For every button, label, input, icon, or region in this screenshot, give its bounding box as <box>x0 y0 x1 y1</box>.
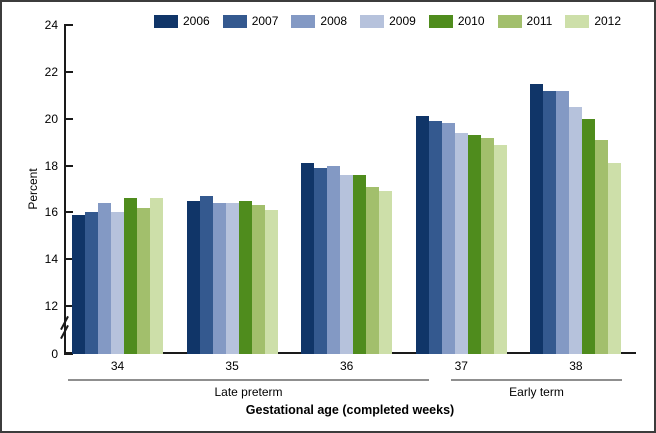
bar-2009-week-36 <box>340 174 354 354</box>
bar-2006-week-34 <box>72 214 85 354</box>
bar-2009-week-35 <box>225 203 239 354</box>
y-tick-label: 16 <box>44 205 58 220</box>
y-tick-label: 22 <box>44 65 58 79</box>
bar-2006-week-38 <box>530 83 544 354</box>
y-tick-mark <box>64 353 73 355</box>
x-axis-title: Gestational age (completed weeks) <box>245 403 455 417</box>
legend-label: 2012 <box>594 14 622 28</box>
x-tick-label-34: 34 <box>110 359 125 373</box>
y-tick-label: 14 <box>44 252 58 267</box>
bar-2012-week-34 <box>150 198 163 354</box>
bar-2011-week-36 <box>366 186 380 354</box>
bar-2011-week-37 <box>480 137 494 354</box>
bar-2011-week-35 <box>251 205 265 354</box>
legend-label: 2010 <box>457 14 485 28</box>
legend-swatch-icon <box>497 14 522 28</box>
bar-2010-week-38 <box>582 118 596 354</box>
y-tick-mark <box>64 211 73 214</box>
bar-2007-week-36 <box>314 167 328 354</box>
group-rule <box>451 379 622 381</box>
y-tick-mark <box>64 24 73 27</box>
x-tick-label-38: 38 <box>569 359 583 373</box>
x-tick-label-35: 35 <box>225 359 239 373</box>
legend-label: 2011 <box>526 14 553 28</box>
legend-item: 2007 <box>222 14 279 28</box>
bar-2011-week-38 <box>595 139 609 354</box>
bar-2007-week-37 <box>428 121 442 354</box>
group-label: Early term <box>509 385 564 399</box>
bar-2008-week-34 <box>98 203 111 354</box>
legend-swatch-icon <box>222 14 247 28</box>
bar-2010-week-37 <box>467 135 481 354</box>
bar-2007-week-35 <box>199 196 213 354</box>
bar-2012-week-36 <box>379 191 393 354</box>
bar-2010-week-36 <box>353 174 367 354</box>
bar-2007-week-34 <box>85 212 98 354</box>
y-axis-title: Percent <box>26 168 40 210</box>
bar-2012-week-35 <box>264 210 278 354</box>
bar-2009-week-38 <box>569 107 583 354</box>
bar-2012-week-38 <box>608 163 622 354</box>
y-tick-label: 0 <box>51 347 58 361</box>
legend-label: 2008 <box>320 14 348 28</box>
legend-swatch-icon <box>428 14 453 28</box>
bar-2006-week-35 <box>186 200 200 354</box>
bar-2008-week-38 <box>556 90 570 354</box>
y-tick-mark <box>64 305 73 307</box>
bar-2009-week-34 <box>111 212 124 354</box>
legend-swatch-icon <box>360 14 385 28</box>
y-tick-mark <box>64 71 73 73</box>
bar-2008-week-37 <box>441 123 455 354</box>
bar-2006-week-36 <box>301 163 315 354</box>
bar-2008-week-35 <box>212 203 226 354</box>
bar-2012-week-37 <box>493 144 507 354</box>
legend-label: 2009 <box>389 14 416 28</box>
bar-2007-week-38 <box>543 90 557 354</box>
legend-item: 2010 <box>428 14 485 28</box>
y-tick-label: 24 <box>44 18 58 33</box>
bar-2011-week-34 <box>137 207 150 354</box>
y-tick-mark <box>64 258 73 261</box>
legend-item: 2006 <box>154 14 210 28</box>
x-tick-label-37: 37 <box>454 359 468 373</box>
legend-item: 2008 <box>291 14 347 28</box>
legend-swatch-icon <box>154 14 178 28</box>
bar-2010-week-34 <box>124 198 137 354</box>
group-label: Late preterm <box>214 385 283 399</box>
y-tick-mark <box>64 164 73 167</box>
y-tick-label: 20 <box>44 111 58 126</box>
legend-item: 2011 <box>497 14 553 28</box>
y-tick-label: 12 <box>44 299 58 313</box>
legend-swatch-icon <box>565 14 590 28</box>
y-tick-mark <box>64 117 73 120</box>
bar-2010-week-35 <box>238 200 252 354</box>
legend-swatch-icon <box>291 14 316 28</box>
legend-item: 2012 <box>565 14 621 28</box>
legend-item: 2009 <box>360 14 416 28</box>
bar-2008-week-36 <box>327 165 341 354</box>
y-axis-line <box>64 24 66 354</box>
legend-label: 2006 <box>183 14 210 28</box>
legend: 2006 2007 2008 2009 2010 2011 2012 <box>154 14 621 28</box>
bar-2006-week-37 <box>415 116 429 354</box>
group-rule <box>68 379 429 381</box>
x-tick-label-36: 36 <box>340 359 354 373</box>
y-tick-label: 18 <box>44 158 58 173</box>
bar-2009-week-37 <box>454 132 468 354</box>
legend-label: 2007 <box>251 14 279 28</box>
